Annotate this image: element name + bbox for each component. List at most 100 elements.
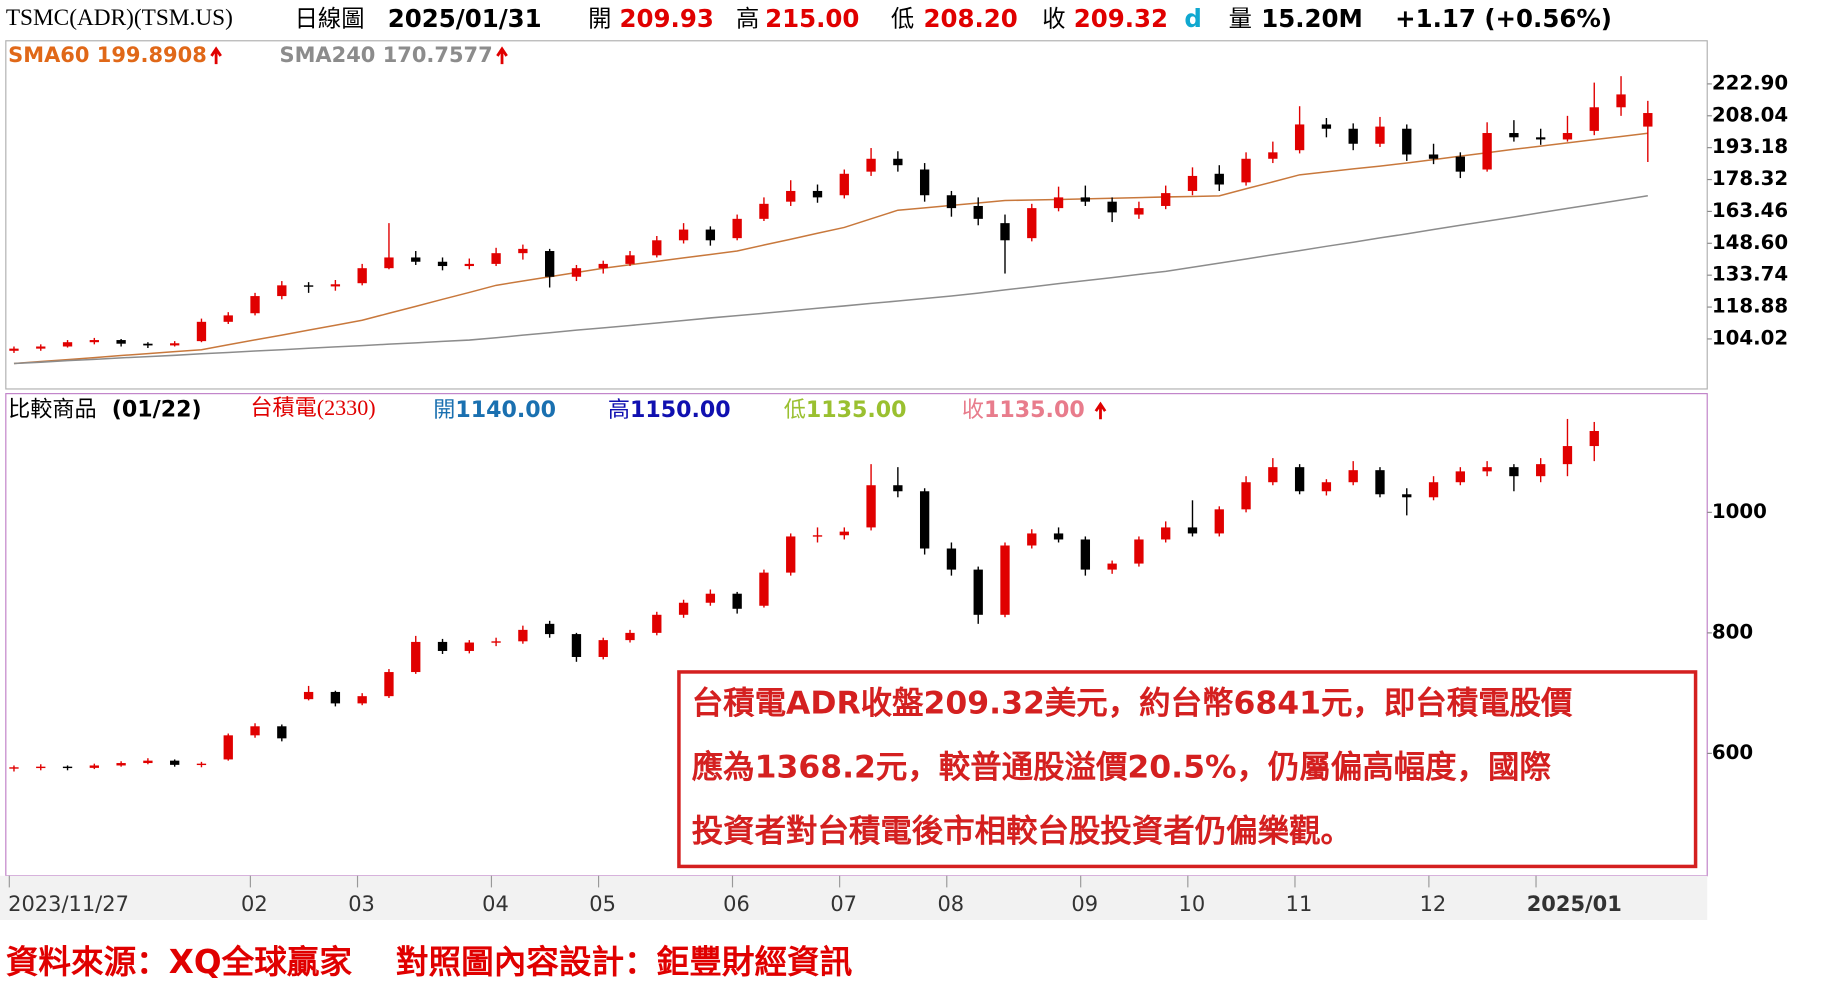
candle-body xyxy=(866,158,876,172)
candle-body xyxy=(625,255,635,264)
candle-body xyxy=(1589,107,1599,131)
candle-body xyxy=(464,642,474,651)
candle-body xyxy=(1402,494,1412,498)
candle-body xyxy=(598,640,608,657)
candle-body xyxy=(652,240,662,256)
low-label: 低 xyxy=(784,396,806,422)
candle-body xyxy=(1080,197,1091,202)
candle-body xyxy=(1027,208,1037,239)
candle-body xyxy=(89,765,99,768)
candle-body xyxy=(143,343,153,346)
candle-body xyxy=(116,340,126,344)
candle-body xyxy=(598,263,608,269)
candle-body xyxy=(866,485,876,528)
candle-body xyxy=(1161,527,1171,540)
x-tick-label: 09 xyxy=(1071,892,1098,916)
candle-body xyxy=(330,284,341,287)
candle-body xyxy=(812,535,823,537)
annotation-line: 投資者對台積電後市相較台股投資者仍偏樂觀。 xyxy=(692,813,1352,850)
candle-body xyxy=(1482,467,1492,472)
y-tick-label: 118.88 xyxy=(1712,295,1788,318)
compare-high: 高1150.00 xyxy=(608,396,731,422)
candle-body xyxy=(1321,124,1332,129)
candle-body xyxy=(223,735,233,760)
ma-line xyxy=(13,132,1648,365)
candle-body xyxy=(1080,539,1091,570)
compare-open: 開1140.00 xyxy=(433,396,556,422)
candle-body xyxy=(1348,128,1358,144)
candle-body xyxy=(973,205,983,219)
open-value: 1140.00 xyxy=(455,396,556,422)
candle-body xyxy=(250,726,260,736)
candle-body xyxy=(1268,467,1278,483)
candle-body xyxy=(1375,470,1385,495)
candle-body xyxy=(1643,113,1653,127)
candle-body xyxy=(1616,94,1626,108)
candle-body xyxy=(277,285,287,297)
candle-body xyxy=(303,691,314,700)
legend-value: 199.8908 xyxy=(97,43,207,67)
candle-body xyxy=(732,593,742,609)
candle-body xyxy=(973,569,983,615)
candle-body xyxy=(705,229,716,241)
x-tick-label: 10 xyxy=(1179,892,1206,916)
candle-body xyxy=(36,766,46,769)
open-label: 開 xyxy=(433,396,455,422)
candle-body xyxy=(437,261,448,267)
candle-body xyxy=(545,251,555,277)
candle-body xyxy=(893,158,903,166)
candle-body xyxy=(411,257,421,262)
candle-body xyxy=(839,531,849,536)
candle-body xyxy=(1187,527,1198,534)
high-label: 高 xyxy=(608,396,630,422)
candle-body xyxy=(491,641,501,643)
candle-body xyxy=(464,263,474,267)
candle-body xyxy=(839,173,849,196)
candle-body xyxy=(384,672,394,697)
candle-body xyxy=(1027,533,1037,546)
candle-body xyxy=(946,548,957,570)
candle-body xyxy=(786,536,796,573)
candle-body xyxy=(1214,509,1224,534)
candle-body xyxy=(732,218,742,239)
x-tick-label: 03 xyxy=(348,892,375,916)
open-label: 開 xyxy=(588,5,611,32)
legend-entry: SMA60 199.8908 xyxy=(8,43,207,67)
candle-body xyxy=(1161,193,1171,206)
candle-body xyxy=(678,229,689,241)
high-label: 高 xyxy=(736,5,759,32)
open-value: 209.93 xyxy=(620,4,714,33)
candle-body xyxy=(1321,482,1332,492)
candle-body xyxy=(678,602,689,615)
candle-body xyxy=(1509,133,1519,138)
x-tick-label: 07 xyxy=(830,892,857,916)
candle-body xyxy=(1053,197,1064,209)
candle-body xyxy=(1509,467,1519,477)
candle-body xyxy=(1134,208,1144,215)
y-tick-label: 600 xyxy=(1712,741,1753,764)
candle-body xyxy=(330,691,341,704)
candle-body xyxy=(1562,446,1573,465)
candle-body xyxy=(1241,158,1251,183)
quote-date: 2025/01/31 xyxy=(388,4,542,33)
candle-body xyxy=(812,190,823,198)
candle-body xyxy=(250,296,260,314)
ma-line xyxy=(13,195,1648,365)
candle-body xyxy=(1455,156,1465,172)
compare-quote: 開1140.00 高1150.00 低1135.00 收1135.00 xyxy=(433,396,1085,422)
legend-name: SMA240 xyxy=(279,43,375,67)
candle-body xyxy=(170,760,180,765)
candle-body xyxy=(518,629,528,642)
period: 日線圖 xyxy=(295,5,365,32)
candle-body xyxy=(786,190,796,202)
candle-body xyxy=(9,348,19,351)
flag: d xyxy=(1184,4,1202,33)
annotation-line: 應為1368.2元，較普通股溢價20.5%，仍屬偏高幅度，國際 xyxy=(692,749,1552,786)
volume-value: 15.20M xyxy=(1261,4,1363,33)
y-tick-label: 178.32 xyxy=(1712,167,1788,190)
close-value: 1135.00 xyxy=(984,396,1085,422)
candle-body xyxy=(1562,133,1573,140)
y-tick-label: 800 xyxy=(1712,620,1753,643)
low-label: 低 xyxy=(891,5,914,32)
x-tick-label: 02 xyxy=(241,892,268,916)
